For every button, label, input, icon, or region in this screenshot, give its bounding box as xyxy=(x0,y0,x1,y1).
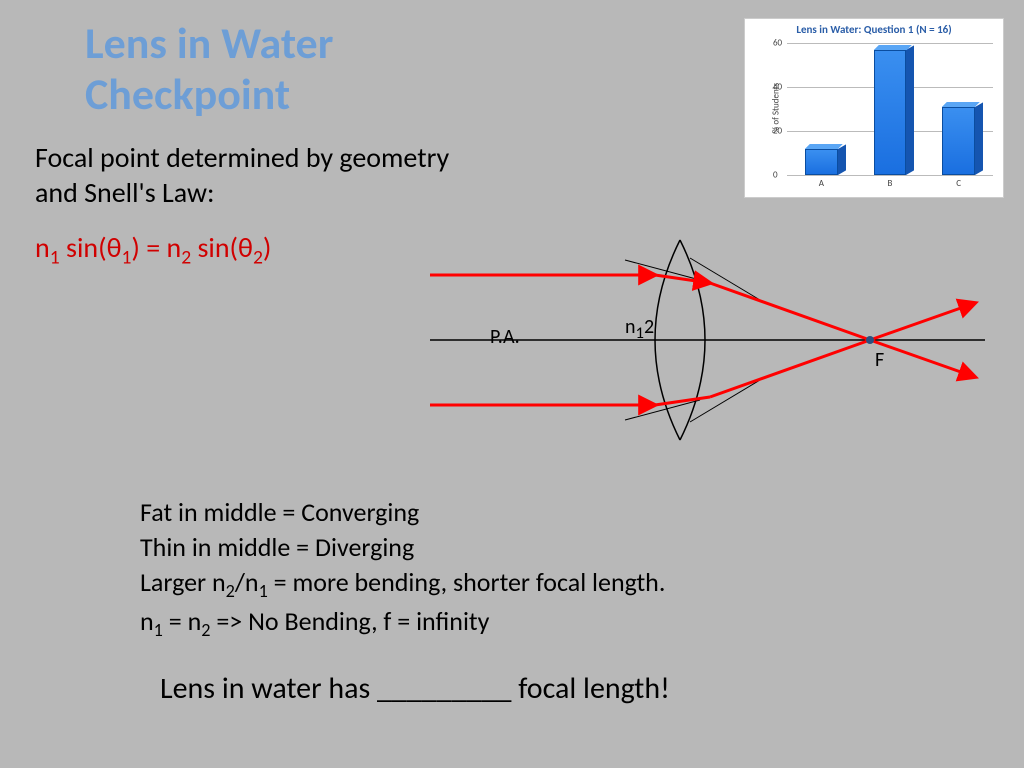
pa-label: P.A. xyxy=(490,325,520,349)
bullet-3: Larger n2/n1 = more bending, shorter foc… xyxy=(140,565,665,604)
snell-equation: n1 sin(θ1) = n2 sin(θ2) xyxy=(35,230,271,270)
focal-point-label: F xyxy=(875,348,884,372)
title-line-2: Checkpoint xyxy=(85,67,290,121)
bullet-2: Thin in middle = Diverging xyxy=(140,530,665,565)
bullet-4: n1 = n2 => No Bending, f = infinity xyxy=(140,604,665,643)
subtitle-line-2: and Snell's Law: xyxy=(35,175,214,210)
fill-in-blank: Lens in water has _________ focal length… xyxy=(160,670,670,707)
n-inequality-label: n12 xyxy=(625,315,654,343)
chart-title: Lens in Water: Question 1 (N = 16) xyxy=(745,19,1003,38)
bullet-1: Fat in middle = Converging xyxy=(140,495,665,530)
slide-title: Lens in Water Checkpoint xyxy=(85,18,333,119)
chart-bar xyxy=(942,107,975,175)
bullet-list: Fat in middle = Converging Thin in middl… xyxy=(140,495,665,643)
chart-bar xyxy=(805,149,838,175)
subtitle: Focal point determined by geometry and S… xyxy=(35,140,449,210)
response-chart: Lens in Water: Question 1 (N = 16) % of … xyxy=(744,18,1004,198)
ray-diagram: P.A. n12 F xyxy=(430,200,990,480)
chart-body: ABC xyxy=(787,43,993,175)
subtitle-line-1: Focal point determined by geometry xyxy=(35,140,449,175)
title-line-1: Lens in Water xyxy=(85,16,333,70)
chart-bar xyxy=(874,50,907,175)
